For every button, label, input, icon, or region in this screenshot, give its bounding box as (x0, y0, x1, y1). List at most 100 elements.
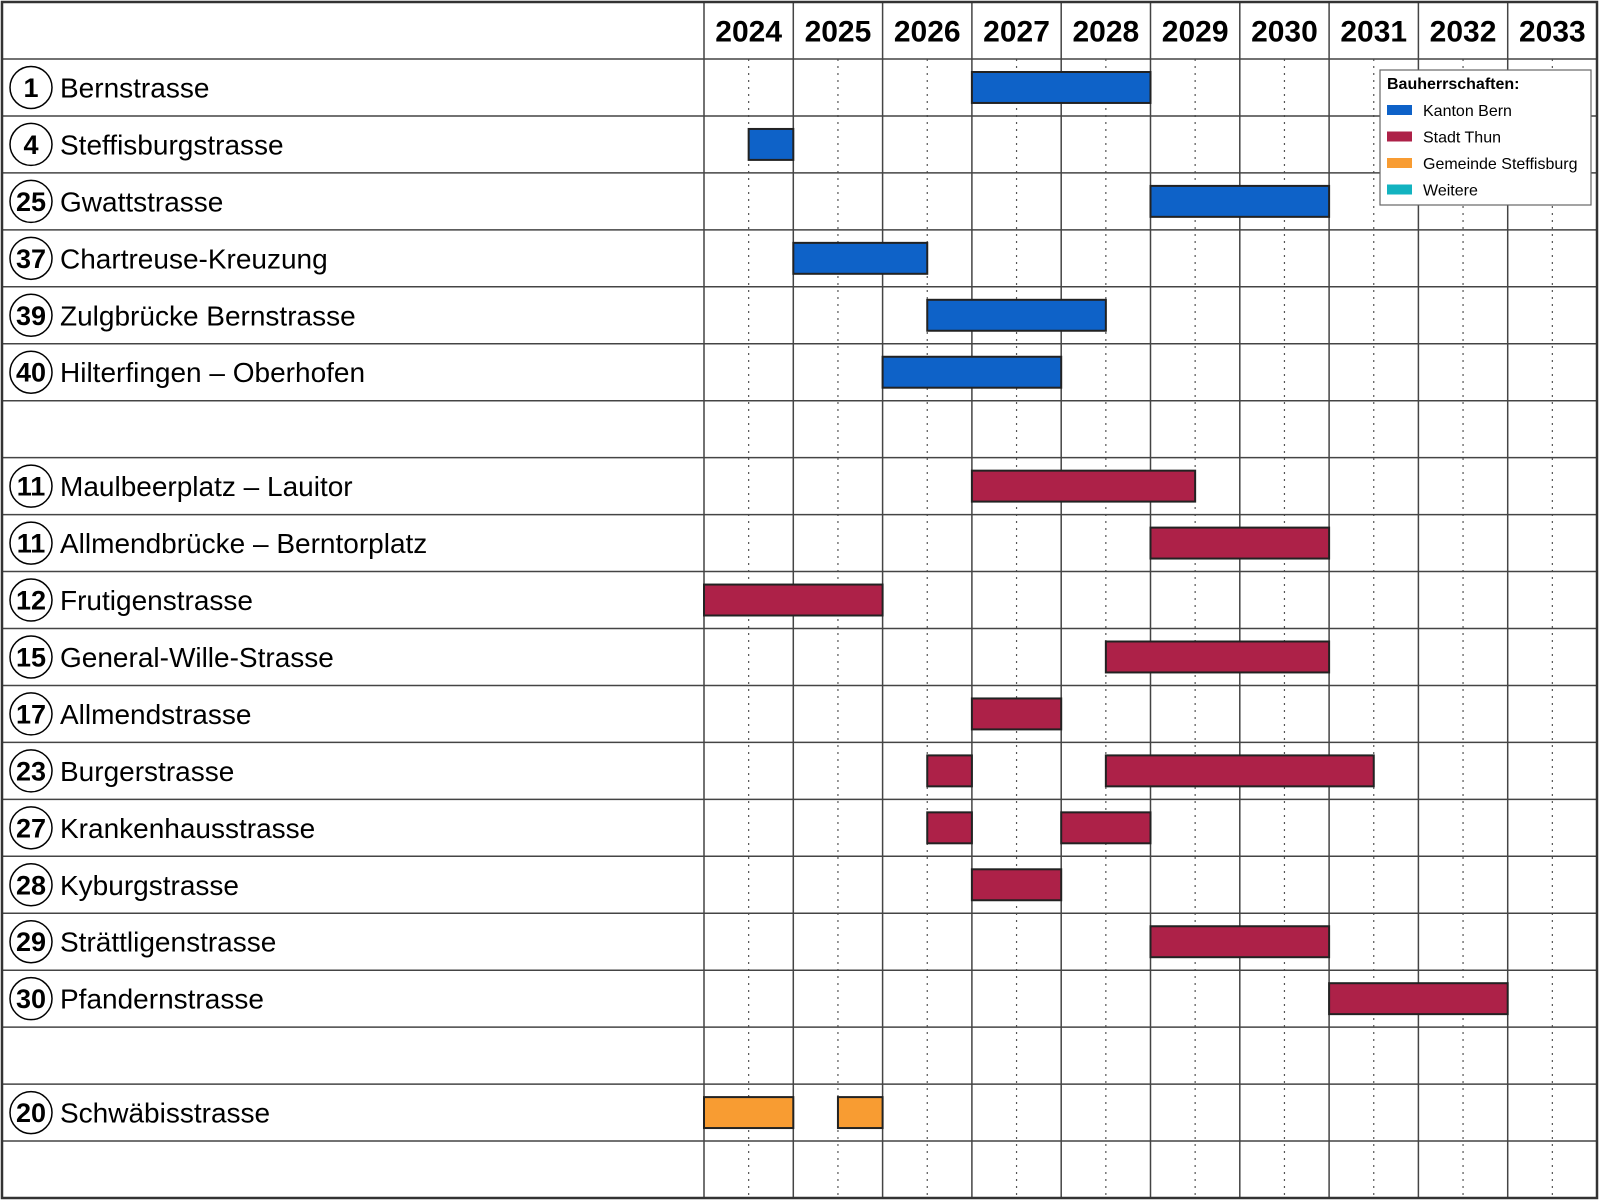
year-tick-label: 2033 (1519, 16, 1586, 49)
gantt-bar (703, 1096, 795, 1130)
year-tick-label: 2032 (1430, 16, 1497, 49)
project-number-circle (9, 749, 53, 793)
project-number-circle (9, 976, 53, 1021)
project-label: Bernstrasse (60, 72, 209, 103)
project-number: 23 (16, 756, 46, 786)
project-label: Allmendstrasse (60, 699, 251, 730)
gantt-bar (926, 754, 973, 788)
gantt-bar (970, 71, 1152, 104)
gantt-bar (1149, 526, 1331, 560)
project-number: 12 (16, 586, 46, 616)
project-number: 39 (16, 301, 46, 331)
year-tick-label: 2031 (1340, 16, 1407, 49)
project-number-circle (9, 806, 53, 850)
project-number: 1 (23, 73, 38, 103)
gantt-bar (703, 583, 884, 617)
project-row: 27 Krankenhausstrasse (9, 806, 1152, 850)
project-number-circle (9, 350, 53, 394)
legend-label: Stadt Thun (1423, 130, 1501, 147)
project-row: 15 General-Wille-Strasse (9, 635, 1331, 679)
project-row: 37 Chartreuse-Kreuzung (9, 236, 929, 281)
project-row: 4 Steffisburgstrasse (9, 122, 795, 167)
project-number: 25 (16, 187, 46, 217)
legend-title: Bauherrschaften: (1387, 76, 1519, 93)
project-row: 23 Burgerstrasse (9, 749, 1375, 793)
project-row: 39 Zulgbrücke Bernstrasse (9, 293, 1107, 338)
project-number: 37 (16, 244, 46, 274)
project-row: 17 Allmendstrasse (9, 692, 1063, 736)
project-row: 28 Kyburgstrasse (9, 863, 1063, 907)
project-row: 11 Allmendbrücke – Berntorplatz (9, 521, 1331, 565)
project-label: Frutigenstrasse (60, 585, 253, 616)
legend-swatch (1387, 184, 1412, 195)
row-lines (2, 58, 1597, 1199)
gantt-bar (970, 697, 1063, 731)
legend-swatch (1387, 158, 1412, 168)
gantt-bar (970, 868, 1063, 902)
project-number-circle (9, 65, 53, 110)
project-label: Pfandernstrasse (60, 984, 264, 1015)
project-number-circle (9, 521, 53, 565)
year-tick-label: 2030 (1251, 16, 1318, 49)
gantt-bar (747, 127, 795, 161)
project-number: 30 (16, 984, 46, 1014)
gantt-bar (1149, 925, 1331, 959)
project-number: 20 (16, 1098, 46, 1128)
gantt-bar (926, 298, 1107, 332)
gantt-bar (1104, 640, 1331, 674)
project-label: Burgerstrasse (60, 756, 234, 787)
project-label: Chartreuse-Kreuzung (60, 243, 328, 274)
project-number-circle (9, 179, 53, 224)
gantt-bar (836, 1096, 884, 1130)
legend-label: Weitere (1423, 183, 1478, 200)
legend-swatch (1387, 131, 1412, 142)
legend: Bauherrschaften: Kanton Bern Stadt Thun Gem… (1379, 69, 1592, 206)
project-number: 27 (16, 813, 46, 843)
project-label: Schwäbisstrasse (60, 1098, 270, 1129)
legend-label: Kanton Bern (1423, 103, 1512, 120)
project-number: 4 (23, 130, 38, 160)
project-row: 12 Frutigenstrasse (9, 578, 884, 622)
project-number: 28 (16, 870, 46, 900)
project-number: 15 (16, 642, 46, 672)
gantt-bar (1104, 754, 1375, 788)
project-label: General-Wille-Strasse (60, 642, 334, 673)
project-number: 29 (16, 927, 46, 957)
project-label: Gwattstrasse (60, 186, 223, 217)
year-tick-label: 2028 (1072, 16, 1139, 49)
project-label: Strättligenstrasse (60, 927, 276, 958)
gantt-bar (881, 355, 1063, 389)
project-number-circle (9, 464, 53, 508)
year-tick-label: 2025 (805, 16, 872, 49)
gantt-bar (1060, 811, 1152, 845)
project-label: Maulbeerplatz – Lauitor (60, 471, 353, 502)
year-header: 2024 2025 2026 2027 2028 2029 2030 2031 2032 2033 (715, 16, 1585, 49)
project-label: Krankenhausstrasse (60, 813, 315, 844)
project-number-circle (9, 919, 53, 964)
gantt-bar (792, 241, 929, 275)
gantt-bar (1149, 184, 1331, 218)
year-tick-label: 2026 (894, 16, 961, 49)
gantt-bar (1328, 982, 1509, 1016)
project-row: 30 Pfandernstrasse (9, 976, 1509, 1021)
project-number-circle (9, 236, 53, 281)
project-number: 11 (17, 529, 46, 559)
legend-swatch (1387, 105, 1412, 115)
legend-label: Gemeinde Steffisburg (1423, 156, 1577, 173)
project-number: 40 (16, 358, 46, 388)
project-number-circle (9, 635, 53, 679)
gantt-bar (970, 469, 1197, 503)
project-label: Kyburgstrasse (60, 870, 239, 901)
project-row: 25 Gwattstrasse (9, 179, 1331, 224)
project-row: 40 Hilterfingen – Oberhofen (9, 350, 1063, 394)
project-number-circle (9, 1090, 53, 1135)
project-number: 11 (17, 472, 46, 502)
project-label: Allmendbrücke – Berntorplatz (60, 528, 427, 559)
project-row: 29 Strättligenstrasse (9, 919, 1331, 964)
year-tick-label: 2029 (1162, 16, 1229, 49)
year-tick-label: 2027 (983, 16, 1050, 49)
project-number: 17 (16, 699, 46, 729)
project-number-circle (9, 863, 53, 907)
